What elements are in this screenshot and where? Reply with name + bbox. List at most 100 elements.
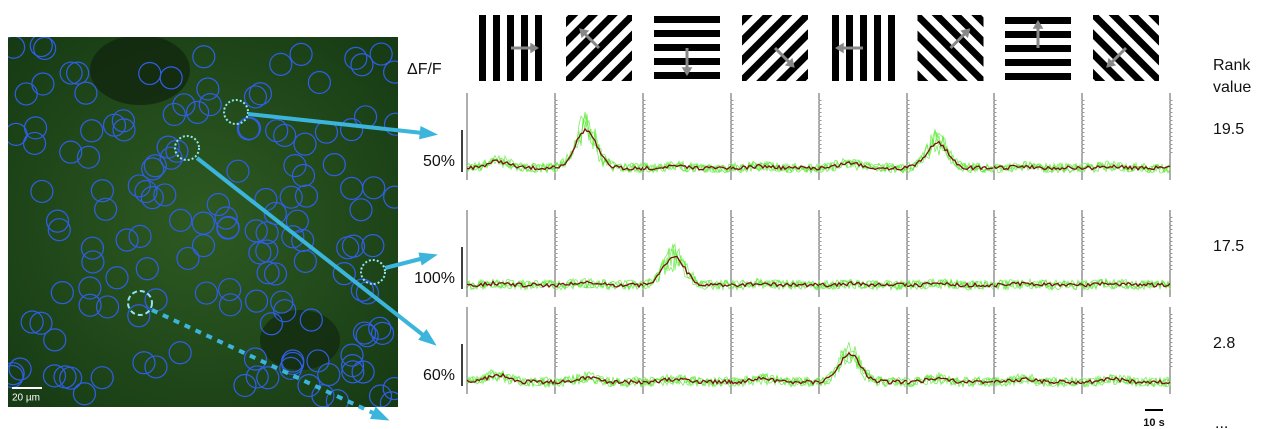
roi (59, 61, 83, 85)
roi (281, 351, 305, 376)
roi (369, 42, 393, 66)
trial-trace (906, 278, 994, 291)
trial-trace (730, 372, 820, 388)
mean-trace (642, 164, 732, 171)
mean-trace (818, 351, 908, 385)
grating-bar (1005, 45, 1071, 52)
roi (143, 154, 167, 178)
roi (273, 299, 297, 323)
mean-trace (1081, 376, 1171, 385)
stimulus-icon (978, 3, 1098, 81)
mean-trace (730, 375, 820, 386)
roi (90, 366, 114, 390)
mean-trace (642, 376, 732, 385)
roi (279, 356, 303, 380)
mean-trace (1081, 281, 1171, 288)
roi (214, 206, 238, 230)
grating-bar (759, 32, 808, 81)
roi (80, 119, 104, 143)
grating-bar (535, 15, 542, 81)
roi (31, 72, 55, 96)
motion-arrow (949, 31, 968, 50)
trial-trace (554, 114, 644, 173)
motion-arrowhead (579, 28, 590, 39)
rank-header: Rank (1213, 57, 1251, 74)
grating-bar (451, 0, 458, 108)
trial-trace (554, 278, 644, 291)
roi (169, 208, 193, 232)
roi-arrowhead (418, 252, 438, 266)
roi-arrowhead (418, 329, 437, 346)
roi (256, 366, 280, 390)
mean-trace (554, 375, 644, 386)
roi (340, 343, 364, 367)
roi (141, 157, 165, 181)
roi (192, 45, 216, 69)
roi (168, 341, 192, 365)
trial-trace (555, 115, 644, 174)
motion-arrowhead (530, 42, 539, 54)
roi (206, 192, 230, 217)
grating-bar (1093, 32, 1142, 81)
mean-trace (906, 376, 994, 385)
roi (291, 228, 315, 253)
roi (332, 262, 356, 286)
roi (263, 262, 288, 286)
roi (90, 179, 114, 203)
time-scale-label: 10 s (1143, 417, 1164, 429)
grating-bar (507, 15, 514, 81)
roi (236, 117, 261, 141)
roi (132, 351, 156, 375)
motion-arrow (773, 46, 792, 65)
roi (23, 116, 48, 140)
roi (128, 224, 152, 248)
trial-trace (554, 113, 644, 174)
roi (244, 219, 268, 243)
grating-bar (627, 2, 747, 9)
grating-bar (566, 15, 632, 81)
grating-bar (742, 15, 808, 81)
grating-bar (888, 15, 895, 81)
roi (127, 174, 151, 198)
roi (383, 60, 398, 84)
roi (270, 290, 294, 314)
grating-bar (917, 15, 984, 81)
more-label: ... (1215, 415, 1228, 429)
trial-trace (993, 374, 1083, 387)
grating-bar (1111, 15, 1159, 63)
mean-trace (642, 255, 732, 288)
grating-bar (465, 0, 472, 108)
roi-arrow (195, 156, 434, 344)
trial-trace (554, 111, 644, 174)
roi (243, 347, 268, 371)
roi (248, 82, 273, 106)
roi (115, 228, 139, 252)
grating-bar (978, 3, 1098, 10)
grating-bar (584, 33, 632, 81)
roi (245, 365, 269, 389)
grating-bar (654, 16, 720, 23)
roi (59, 366, 83, 390)
roi (135, 257, 159, 281)
mean-trace (993, 281, 1083, 288)
mean-trace (466, 159, 556, 171)
roi (340, 118, 364, 142)
roi (194, 281, 219, 305)
roi (8, 362, 25, 386)
motion-arrowhead (784, 57, 795, 68)
roi (256, 261, 280, 285)
trial-trace (730, 161, 820, 174)
rank-header: value (1213, 79, 1251, 96)
roi (370, 321, 395, 345)
roi (336, 236, 360, 260)
roi (45, 209, 70, 233)
roi-arrowhead (370, 406, 390, 421)
motion-arrowhead (835, 42, 844, 54)
roi (273, 123, 297, 148)
motion-arrow (1109, 46, 1128, 65)
roi (29, 37, 53, 58)
roi (322, 153, 346, 177)
roi (78, 293, 102, 317)
roi (162, 102, 186, 127)
